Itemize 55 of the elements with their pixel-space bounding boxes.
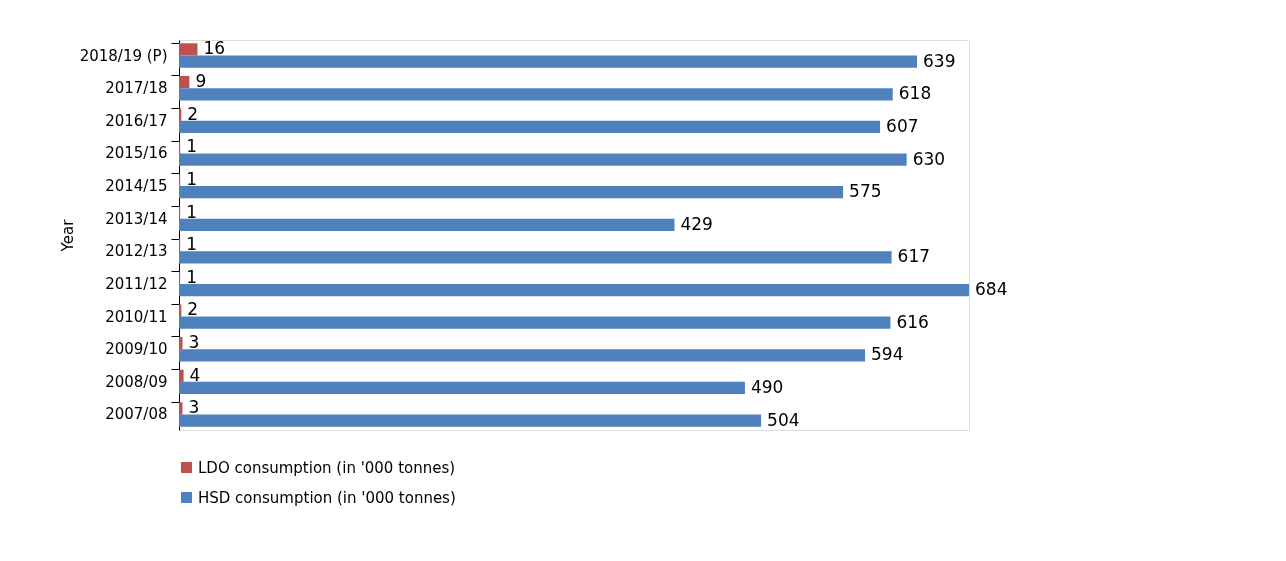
data-label: 594	[871, 344, 904, 365]
data-label: 429	[680, 213, 713, 234]
y-tick-label: 2009/10	[105, 340, 168, 359]
bar	[179, 43, 198, 56]
data-label: 639	[923, 50, 956, 71]
data-label: 1	[186, 168, 197, 189]
data-label: 3	[188, 332, 200, 353]
data-label: 3	[188, 397, 200, 418]
y-tick-label: 2016/17	[105, 111, 168, 130]
data-label: 684	[975, 279, 1008, 300]
data-label: 2	[187, 299, 199, 320]
bar	[179, 186, 844, 199]
y-tick-label: 2017/18	[105, 79, 168, 98]
bar	[179, 75, 190, 89]
y-tick-label: 2007/08	[105, 405, 168, 424]
y-tick-label: 2012/13	[105, 242, 168, 261]
data-label: 490	[750, 376, 784, 397]
data-label: 617	[897, 246, 931, 267]
bar	[179, 55, 918, 68]
bar	[179, 316, 891, 329]
data-label: 618	[898, 83, 932, 104]
y-tick-label: 2018/19 (P)	[79, 46, 168, 65]
bar	[179, 381, 745, 395]
data-label: 4	[189, 364, 201, 385]
data-label: 2	[187, 103, 199, 124]
bar	[179, 414, 762, 427]
bar	[179, 349, 866, 362]
y-axis-title: Year	[58, 218, 77, 253]
bar	[179, 304, 182, 317]
data-label: 1	[186, 136, 197, 157]
data-label: 16	[203, 38, 226, 59]
data-label: 630	[912, 148, 946, 169]
bar	[179, 120, 881, 134]
legend-label: LDO consumption (in '000 tonnes)	[198, 458, 456, 477]
data-label: 575	[849, 181, 882, 202]
y-tick-label: 2014/15	[105, 177, 168, 196]
bar	[179, 369, 184, 382]
bar	[179, 153, 907, 166]
bar	[179, 218, 675, 231]
data-label: 9	[195, 71, 207, 92]
y-tick-label: 2015/16	[105, 144, 168, 163]
data-label: 504	[767, 409, 800, 430]
data-label: 616	[896, 311, 929, 332]
data-label: 607	[886, 115, 919, 136]
bar	[179, 251, 892, 264]
y-tick-label: 2013/14	[105, 209, 168, 228]
legend-label: HSD consumption (in '000 tonnes)	[198, 488, 456, 507]
bar	[179, 88, 893, 101]
y-tick-label: 2011/12	[105, 274, 168, 293]
bar	[179, 283, 969, 297]
data-label: 1	[186, 201, 197, 222]
data-label: 1	[186, 266, 197, 287]
y-tick-label: 2008/09	[105, 372, 168, 391]
data-label: 1	[186, 234, 197, 255]
y-tick-label: 2010/11	[105, 307, 168, 326]
